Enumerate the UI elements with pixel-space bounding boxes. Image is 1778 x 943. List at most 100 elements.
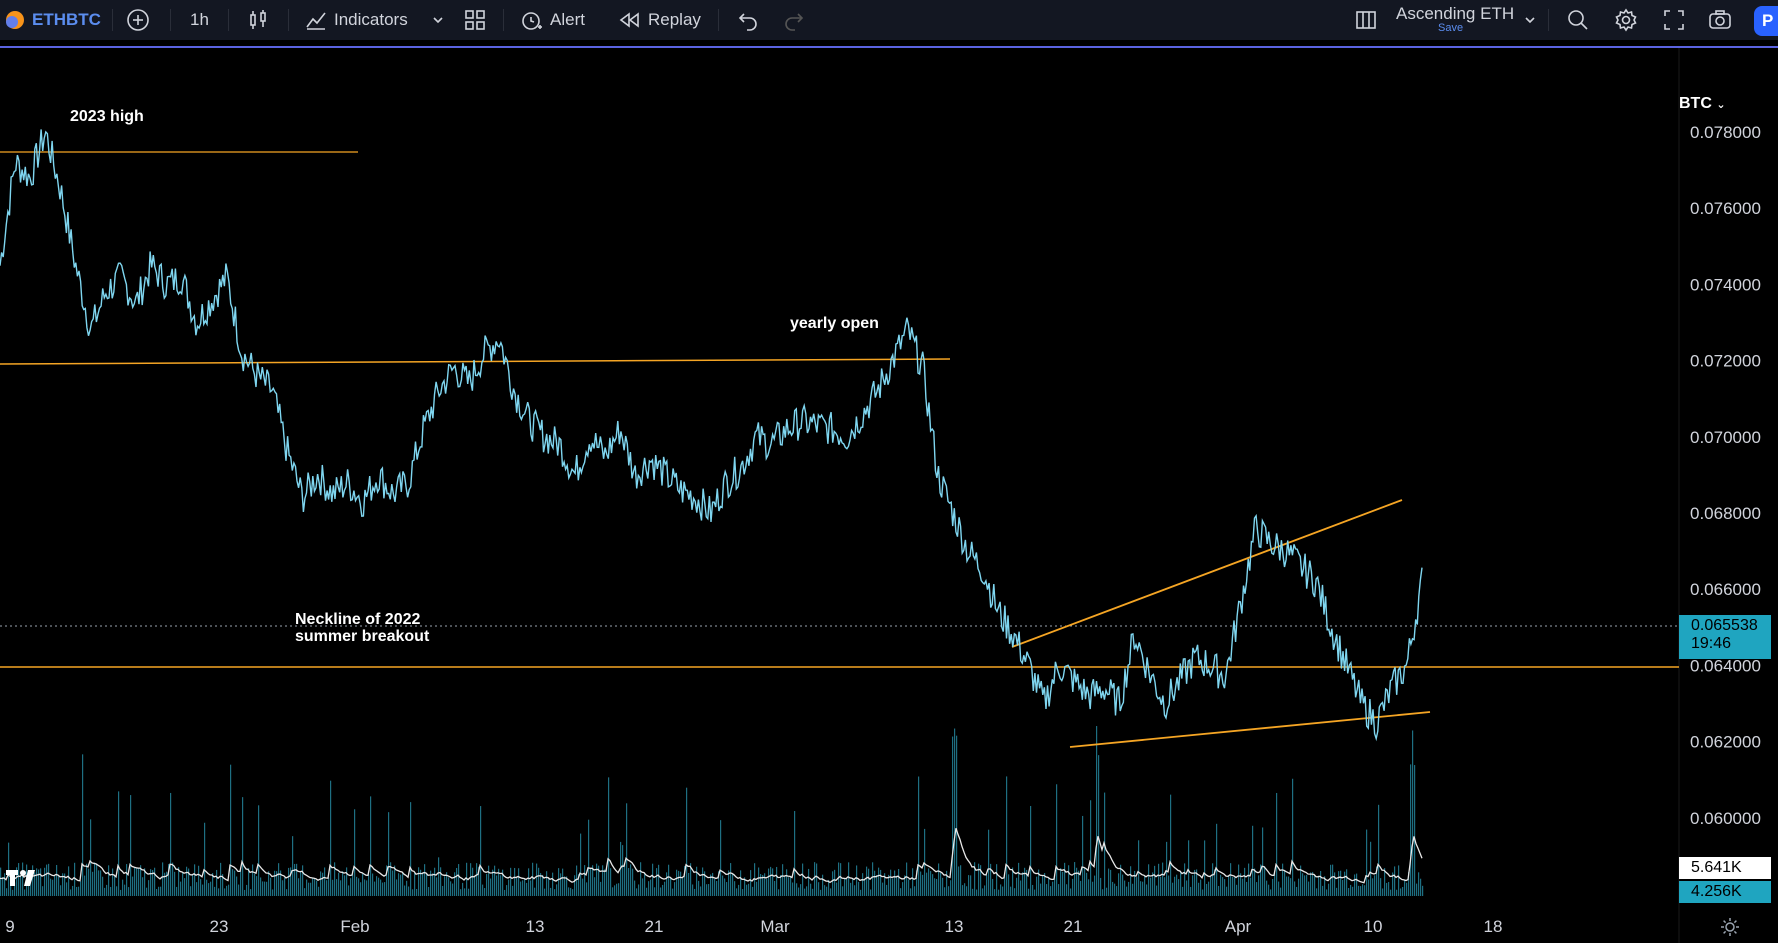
volume-bar — [596, 863, 598, 896]
volume-bar — [286, 889, 288, 896]
volume-bar — [842, 886, 844, 896]
wedge-upper-trendline[interactable] — [1011, 499, 1403, 648]
volume-bar — [574, 875, 576, 896]
volume-bar — [644, 872, 646, 896]
volume-bar — [1332, 864, 1334, 896]
volume-bar — [0, 867, 2, 896]
volume-bar — [590, 868, 592, 896]
price-axis[interactable]: 0.078000 0.076000 0.074000 0.072000 0.070000… — [1690, 123, 1761, 828]
volume-bar — [238, 884, 240, 896]
volume-bar — [386, 865, 388, 896]
chart-canvas[interactable]: 2023 high yearly open Neckline of 2022 s… — [0, 48, 1778, 943]
volume-bar — [884, 873, 886, 896]
time-tick-label: Mar — [760, 917, 790, 936]
yearly-open-line[interactable] — [0, 358, 951, 365]
volume-bar — [1132, 883, 1134, 896]
volume-bar — [256, 876, 258, 896]
volume-bar — [316, 880, 318, 896]
volume-bar — [226, 885, 228, 896]
toolbar-divider — [170, 9, 171, 31]
volume-bar — [338, 872, 340, 896]
volume-bar — [996, 864, 998, 896]
volume-bar — [516, 877, 518, 896]
volume-bar — [446, 872, 448, 896]
volume-bar — [772, 868, 774, 896]
volume-bar — [142, 877, 144, 896]
chart-type-button[interactable] — [246, 0, 270, 40]
volume-bar — [396, 879, 398, 896]
volume-bar — [676, 869, 678, 896]
volume-bar — [136, 868, 138, 896]
chevron-down-icon — [1525, 17, 1535, 24]
upgrade-button[interactable]: P — [1754, 6, 1778, 36]
volume-bar — [98, 870, 100, 896]
volume-bar — [930, 871, 932, 896]
replay-button[interactable]: Replay — [618, 0, 701, 40]
indicators-button[interactable]: Indicators — [304, 0, 408, 40]
layout-dropdown[interactable] — [1524, 0, 1536, 40]
volume-bar — [1312, 871, 1314, 896]
volume-bar — [858, 881, 860, 896]
volume-bar — [1396, 889, 1398, 896]
volume-bar — [336, 879, 338, 896]
currency-selector[interactable]: BTC ⌄ — [1679, 95, 1726, 113]
search-button[interactable] — [1566, 0, 1590, 40]
layout-name-button[interactable]: Ascending ETH — [1396, 0, 1514, 34]
annotation-yearly-open[interactable]: yearly open — [790, 315, 879, 332]
annotation-neckline-line1[interactable]: Neckline of 2022 — [295, 611, 421, 628]
volume-bar — [242, 797, 244, 896]
symbol-search-button[interactable]: ETHBTC — [4, 0, 101, 40]
volume-bar — [352, 870, 354, 896]
layout-button[interactable] — [1354, 0, 1378, 40]
toolbar-accent-line — [0, 46, 1778, 48]
volume-bar — [600, 881, 602, 896]
volume-bar — [950, 880, 952, 896]
redo-button[interactable] — [782, 0, 806, 40]
volume-bar — [1024, 867, 1026, 896]
annotation-2023-high[interactable]: 2023 high — [70, 108, 144, 125]
indicators-dropdown[interactable] — [432, 0, 444, 40]
volume-bar — [978, 863, 980, 896]
volume-bar — [250, 889, 252, 896]
volume-bar — [822, 874, 824, 896]
volume-bar — [204, 822, 206, 896]
volume-bar — [1228, 875, 1230, 896]
compare-symbol-button[interactable] — [126, 0, 150, 40]
volume-bar — [378, 877, 380, 896]
gear-icon[interactable] — [1718, 915, 1742, 939]
volume-bar — [186, 866, 188, 896]
volume-bar — [1152, 872, 1154, 896]
volume-bar — [1072, 878, 1074, 896]
volume-bar — [1202, 889, 1204, 896]
alert-button[interactable]: Alert — [520, 0, 585, 40]
volume-bar — [610, 868, 612, 896]
fullscreen-button[interactable] — [1662, 0, 1686, 40]
volume-bar — [138, 867, 140, 896]
interval-button[interactable]: 1h — [190, 0, 209, 40]
annotation-neckline-line2[interactable]: summer breakout — [295, 628, 430, 645]
volume-bar — [896, 875, 898, 896]
snapshot-button[interactable] — [1708, 0, 1732, 40]
volume-bar — [1262, 827, 1264, 896]
templates-button[interactable] — [463, 0, 487, 40]
volume-bar — [990, 863, 992, 896]
volume-bar — [1372, 878, 1374, 896]
volume-bar — [688, 872, 690, 896]
volume-bar — [696, 866, 698, 896]
time-axis[interactable]: 9 23 Feb 13 21 Mar 13 21 Apr 10 18 — [5, 917, 1502, 936]
tradingview-logo[interactable] — [6, 866, 46, 896]
volume-bar — [16, 867, 18, 896]
volume-bar — [332, 879, 334, 896]
undo-button[interactable] — [736, 0, 760, 40]
volume-bar — [376, 876, 378, 896]
volume-bar — [922, 874, 924, 896]
volume-bar — [56, 864, 58, 896]
volume-bar — [1346, 869, 1348, 896]
volume-bar — [1294, 881, 1296, 896]
wedge-lower-trendline[interactable] — [1069, 711, 1431, 748]
volume-bar — [306, 879, 308, 896]
settings-button[interactable] — [1614, 0, 1638, 40]
interval-label: 1h — [190, 10, 209, 29]
volume-bar — [252, 864, 254, 896]
volume-bar — [668, 864, 670, 896]
